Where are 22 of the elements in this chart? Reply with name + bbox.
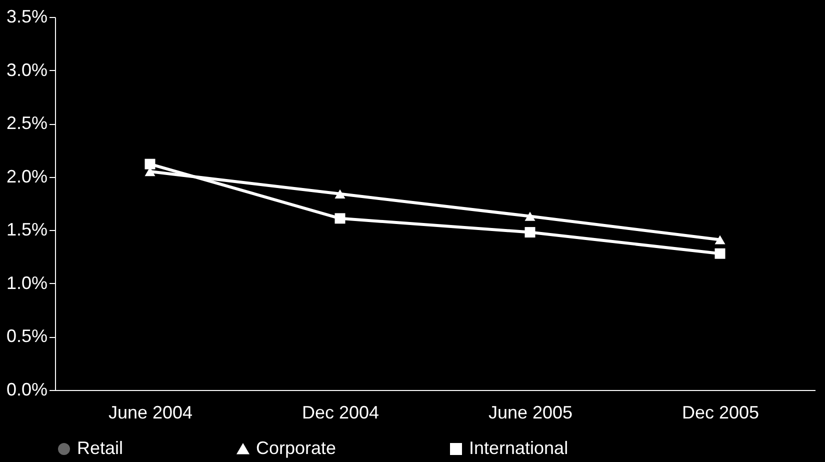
point [334,189,346,198]
point [524,212,536,221]
point [714,235,726,244]
x-tick-label: June 2005 [488,402,573,422]
point [144,158,156,170]
y-tick-label: 0.0% [6,380,48,400]
y-tick-label: 3.0% [6,60,48,80]
point [334,213,346,224]
x-tick-label: Dec 2004 [302,402,380,422]
y-tick-label: 1.0% [6,272,48,293]
point [524,227,536,238]
x-tick-label: Dec 2005 [682,402,760,422]
x-tick-label: June 2004 [108,402,193,422]
y-tick-label: 2.5% [6,113,48,134]
legend-label: Retail [77,438,124,458]
legend-label: International [469,438,568,458]
y-tick-label: 3.5% [6,6,48,26]
y-tick-label: 0.5% [6,326,48,346]
y-tick-label: 2.0% [6,166,48,186]
legend-label: Corporate [256,438,336,458]
point [714,248,726,259]
y-tick-label: 1.5% [6,220,48,240]
